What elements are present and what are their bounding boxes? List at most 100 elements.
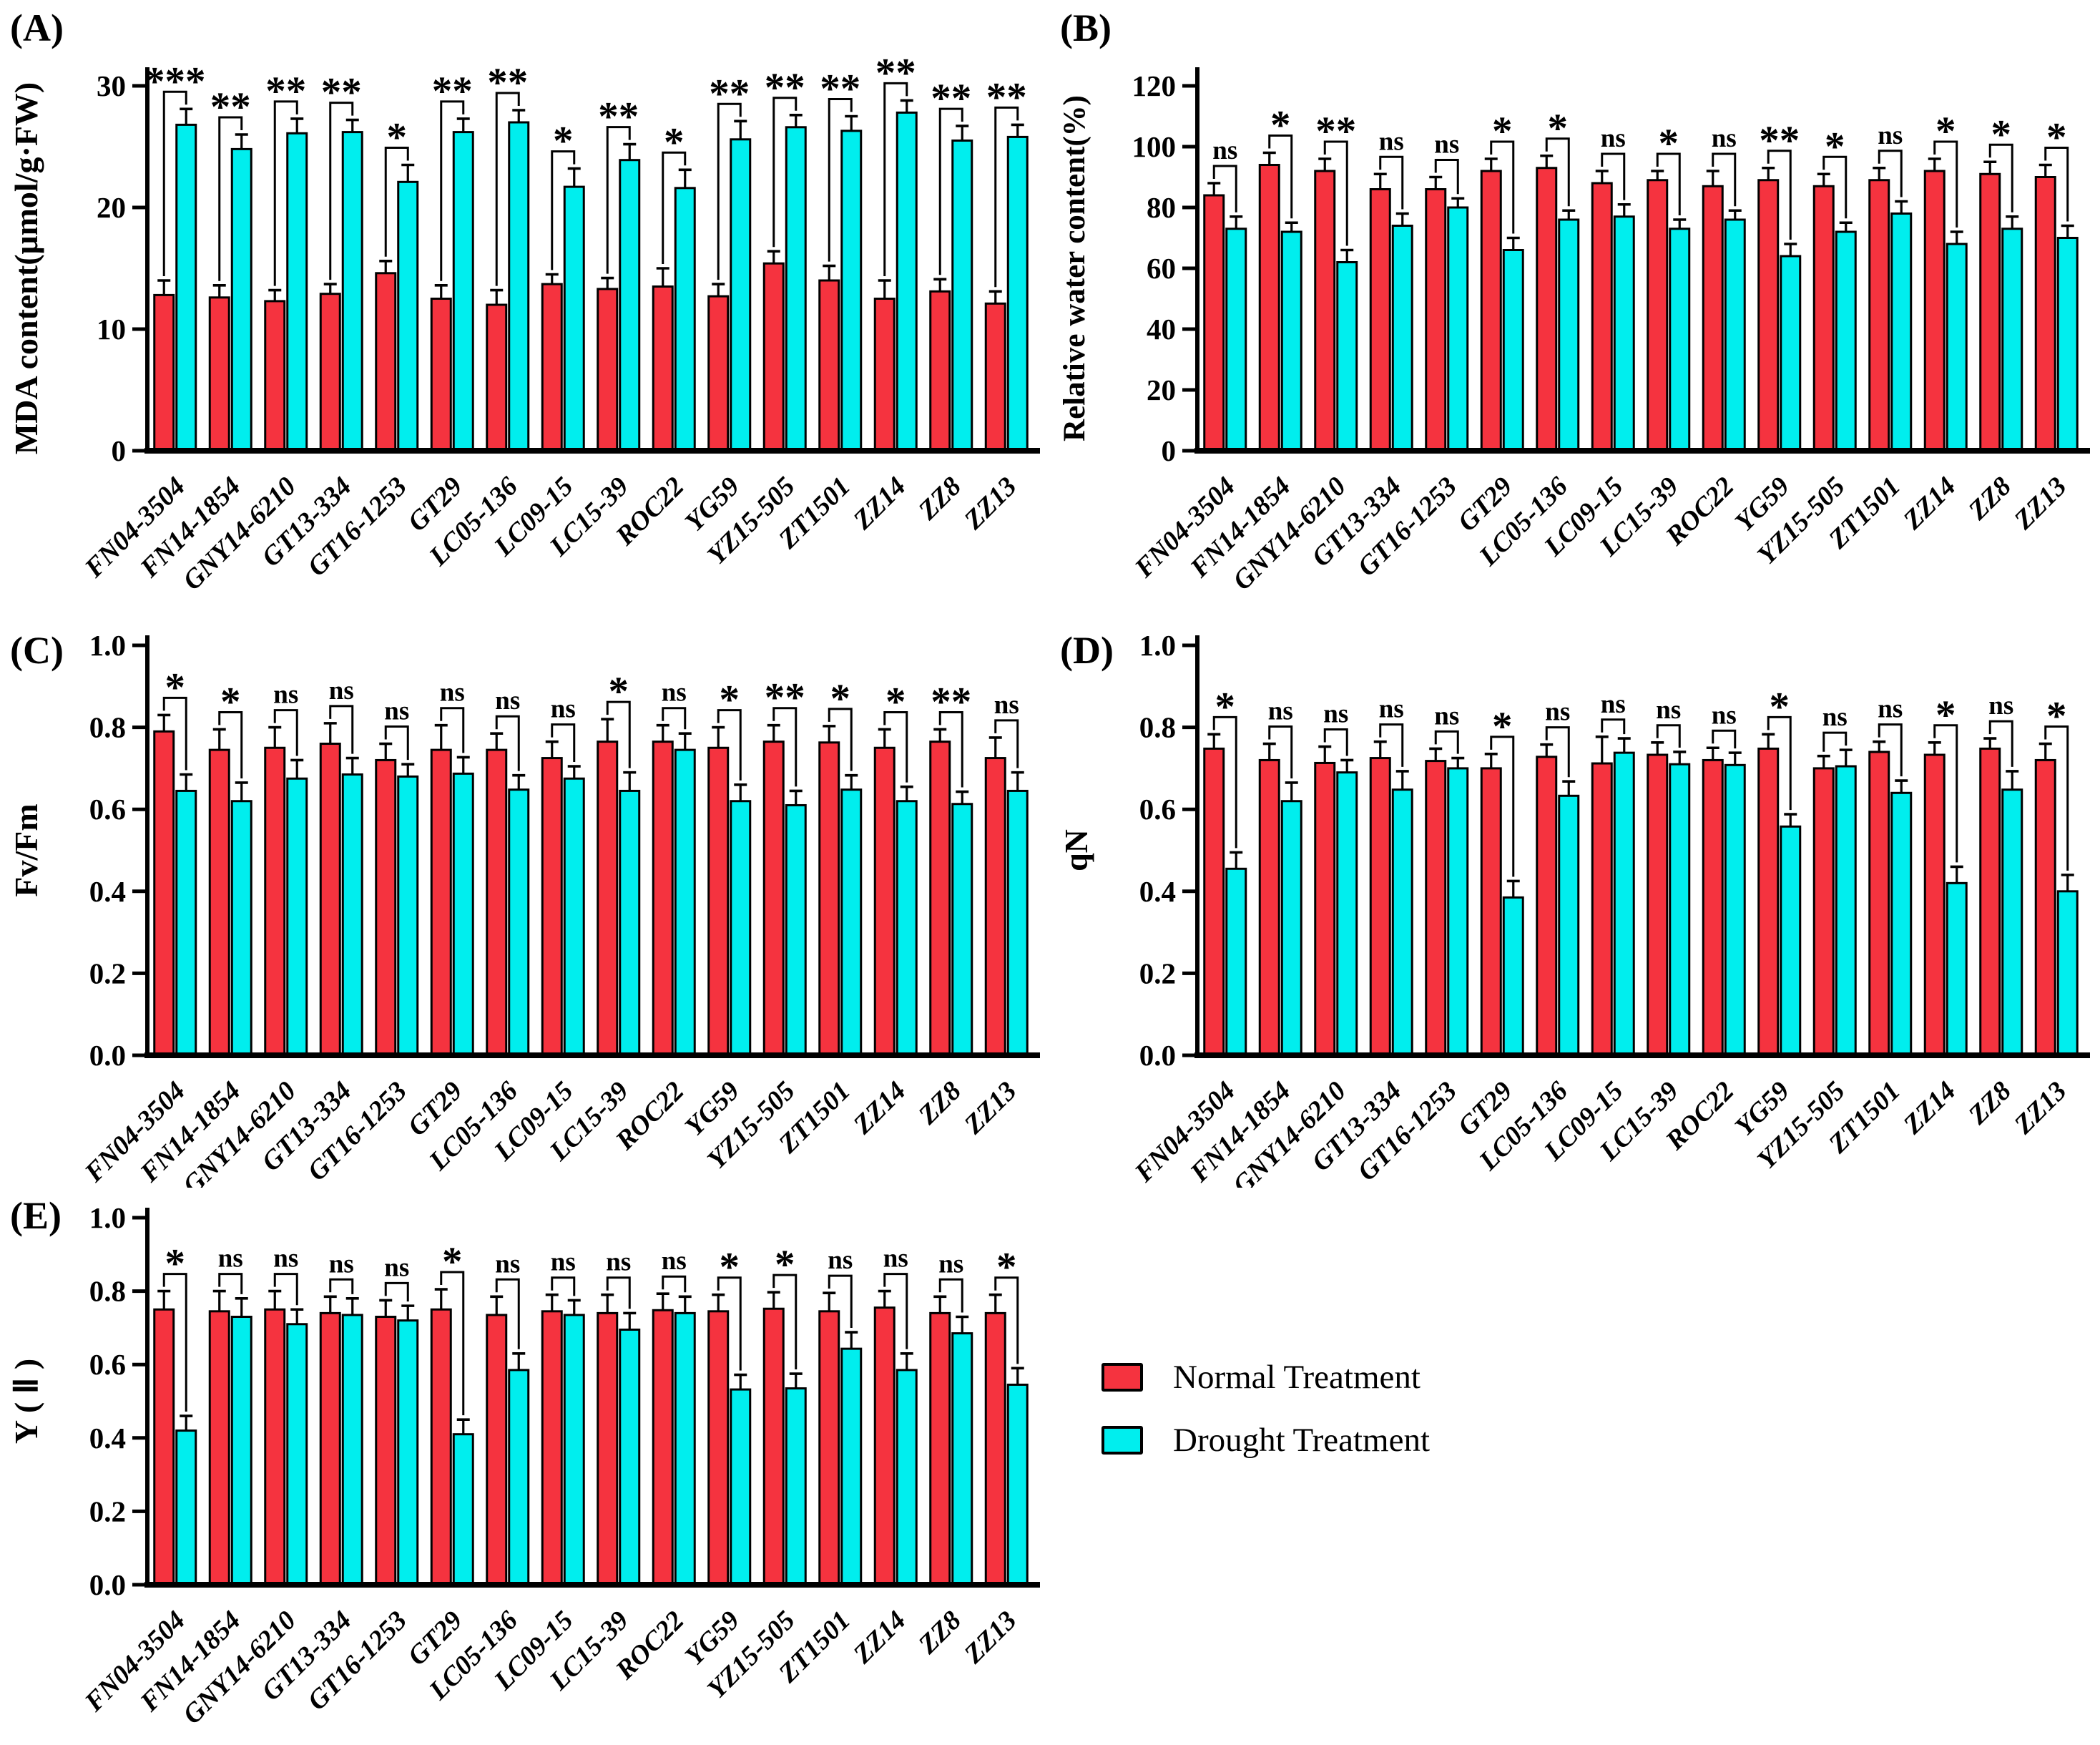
y-tick-label: 10 bbox=[97, 313, 126, 346]
sig-label: ns bbox=[1878, 121, 1903, 150]
category-label: ZZ8 bbox=[1962, 1076, 2017, 1131]
bar-normal bbox=[1536, 756, 1558, 1057]
sig-label: * bbox=[664, 119, 685, 165]
sig-label: * bbox=[609, 669, 629, 714]
sig-bracket bbox=[662, 151, 687, 264]
category-label: ZZ8 bbox=[912, 471, 967, 527]
bar-drought bbox=[508, 1369, 530, 1586]
sig-label: ** bbox=[265, 69, 306, 114]
sig-label: ns bbox=[883, 1244, 908, 1274]
bar-normal bbox=[818, 1310, 840, 1586]
panel-d: (D) * FN04-3504 ns FN14-1854 ns GNY14-6210 ns G… bbox=[1050, 622, 2100, 1188]
bar-drought bbox=[951, 803, 973, 1057]
bar-normal bbox=[1647, 753, 1669, 1057]
sig-bracket bbox=[662, 1275, 687, 1293]
bar-drought bbox=[2001, 788, 2023, 1057]
sig-label: ns bbox=[218, 1244, 243, 1274]
sig-bracket bbox=[440, 707, 465, 753]
bar-drought bbox=[397, 1319, 419, 1586]
sig-label: * bbox=[2046, 694, 2067, 739]
sig-bracket bbox=[273, 709, 298, 756]
bar-normal bbox=[1369, 188, 1391, 452]
y-tick-label: 0.2 bbox=[89, 1495, 126, 1528]
bar-normal bbox=[2034, 176, 2056, 452]
category-label: ZZ8 bbox=[912, 1076, 967, 1131]
chart-b: nsFN04-3504*FN14-1854**GNY14-6210nsGT13-… bbox=[1058, 67, 2090, 596]
bar-drought bbox=[1946, 881, 1968, 1057]
sig-label: ns bbox=[662, 678, 687, 708]
bar-drought bbox=[1558, 218, 1580, 452]
sig-label: * bbox=[442, 1239, 463, 1284]
bar-drought bbox=[452, 772, 474, 1057]
sig-label: ns bbox=[994, 690, 1019, 720]
sig-label: * bbox=[387, 115, 408, 160]
sig-bracket bbox=[1379, 155, 1404, 210]
sig-bracket bbox=[384, 725, 409, 761]
bar-drought bbox=[896, 800, 918, 1057]
y-tick-label: 60 bbox=[1147, 252, 1176, 285]
bar-drought bbox=[619, 159, 641, 452]
sig-label: ns bbox=[1822, 703, 1848, 732]
bar-drought bbox=[785, 1387, 807, 1586]
category-label: ZZ13 bbox=[958, 1076, 1023, 1140]
bar-drought bbox=[508, 121, 530, 452]
bar-drought bbox=[2056, 890, 2079, 1057]
sig-bracket bbox=[994, 719, 1019, 768]
sig-label: ** bbox=[321, 70, 362, 115]
sig-bracket bbox=[218, 1273, 243, 1294]
bar-normal bbox=[929, 1311, 951, 1586]
sig-label: * bbox=[1770, 684, 1790, 729]
sig-label: * bbox=[1825, 124, 1845, 169]
bar-normal bbox=[1425, 760, 1447, 1057]
bar-normal bbox=[1480, 170, 1502, 452]
bar-drought bbox=[1336, 771, 1358, 1057]
sig-bracket bbox=[828, 1274, 853, 1329]
drought-treatment-label: Drought Treatment bbox=[1173, 1422, 1431, 1459]
bar-drought bbox=[452, 131, 474, 452]
category-label: ZZ8 bbox=[912, 1605, 967, 1661]
y-axis-title: qN bbox=[1058, 829, 1094, 871]
sig-bracket bbox=[384, 147, 409, 257]
chart-e: *FN04-3504nsFN14-1854nsGNY14-6210nsGT13-… bbox=[8, 1201, 1040, 1730]
sig-bracket bbox=[883, 82, 908, 276]
bar-normal bbox=[707, 295, 730, 452]
bar-drought bbox=[341, 1314, 363, 1586]
bar-normal bbox=[818, 279, 840, 452]
category-label: ZZ13 bbox=[2008, 471, 2073, 536]
legend: Normal Treatment Drought Treatment bbox=[1101, 1358, 2100, 1460]
bar-normal bbox=[430, 748, 452, 1057]
sig-bracket bbox=[1656, 724, 1681, 748]
sig-label: ns bbox=[273, 1244, 298, 1274]
y-tick-label: 0 bbox=[1162, 434, 1177, 467]
sig-bracket bbox=[551, 1276, 576, 1296]
sig-bracket bbox=[1822, 731, 1848, 752]
bar-drought bbox=[175, 1429, 197, 1586]
bar-drought bbox=[1225, 867, 1247, 1057]
category-label: ZZ14 bbox=[1898, 1076, 1962, 1140]
sig-label: * bbox=[1492, 109, 1513, 154]
sig-bracket bbox=[495, 92, 520, 286]
sig-bracket bbox=[606, 700, 631, 768]
sig-label: * bbox=[1215, 684, 1236, 729]
bar-drought bbox=[1006, 789, 1029, 1057]
sig-label: * bbox=[720, 1245, 740, 1290]
drought-treatment-swatch bbox=[1101, 1426, 1143, 1455]
bar-normal bbox=[873, 746, 896, 1057]
sig-bracket bbox=[1323, 728, 1348, 756]
y-tick-label: 1.0 bbox=[89, 1201, 126, 1234]
sig-bracket bbox=[2044, 725, 2069, 871]
bar-drought bbox=[840, 788, 863, 1057]
bar-drought bbox=[1006, 1383, 1029, 1586]
y-tick-label: 0.8 bbox=[89, 1275, 126, 1308]
bar-drought bbox=[452, 1433, 474, 1586]
sig-label: ** bbox=[931, 76, 971, 121]
bar-normal bbox=[319, 1311, 341, 1586]
sig-label: * bbox=[720, 678, 740, 723]
normal-treatment-label: Normal Treatment bbox=[1173, 1359, 1421, 1396]
bar-normal bbox=[208, 748, 230, 1057]
bar-normal bbox=[486, 303, 508, 452]
sig-label: ns bbox=[662, 1246, 687, 1276]
bar-normal bbox=[597, 288, 619, 452]
sig-bracket bbox=[1988, 143, 2013, 212]
y-tick-label: 0.2 bbox=[1139, 957, 1176, 989]
